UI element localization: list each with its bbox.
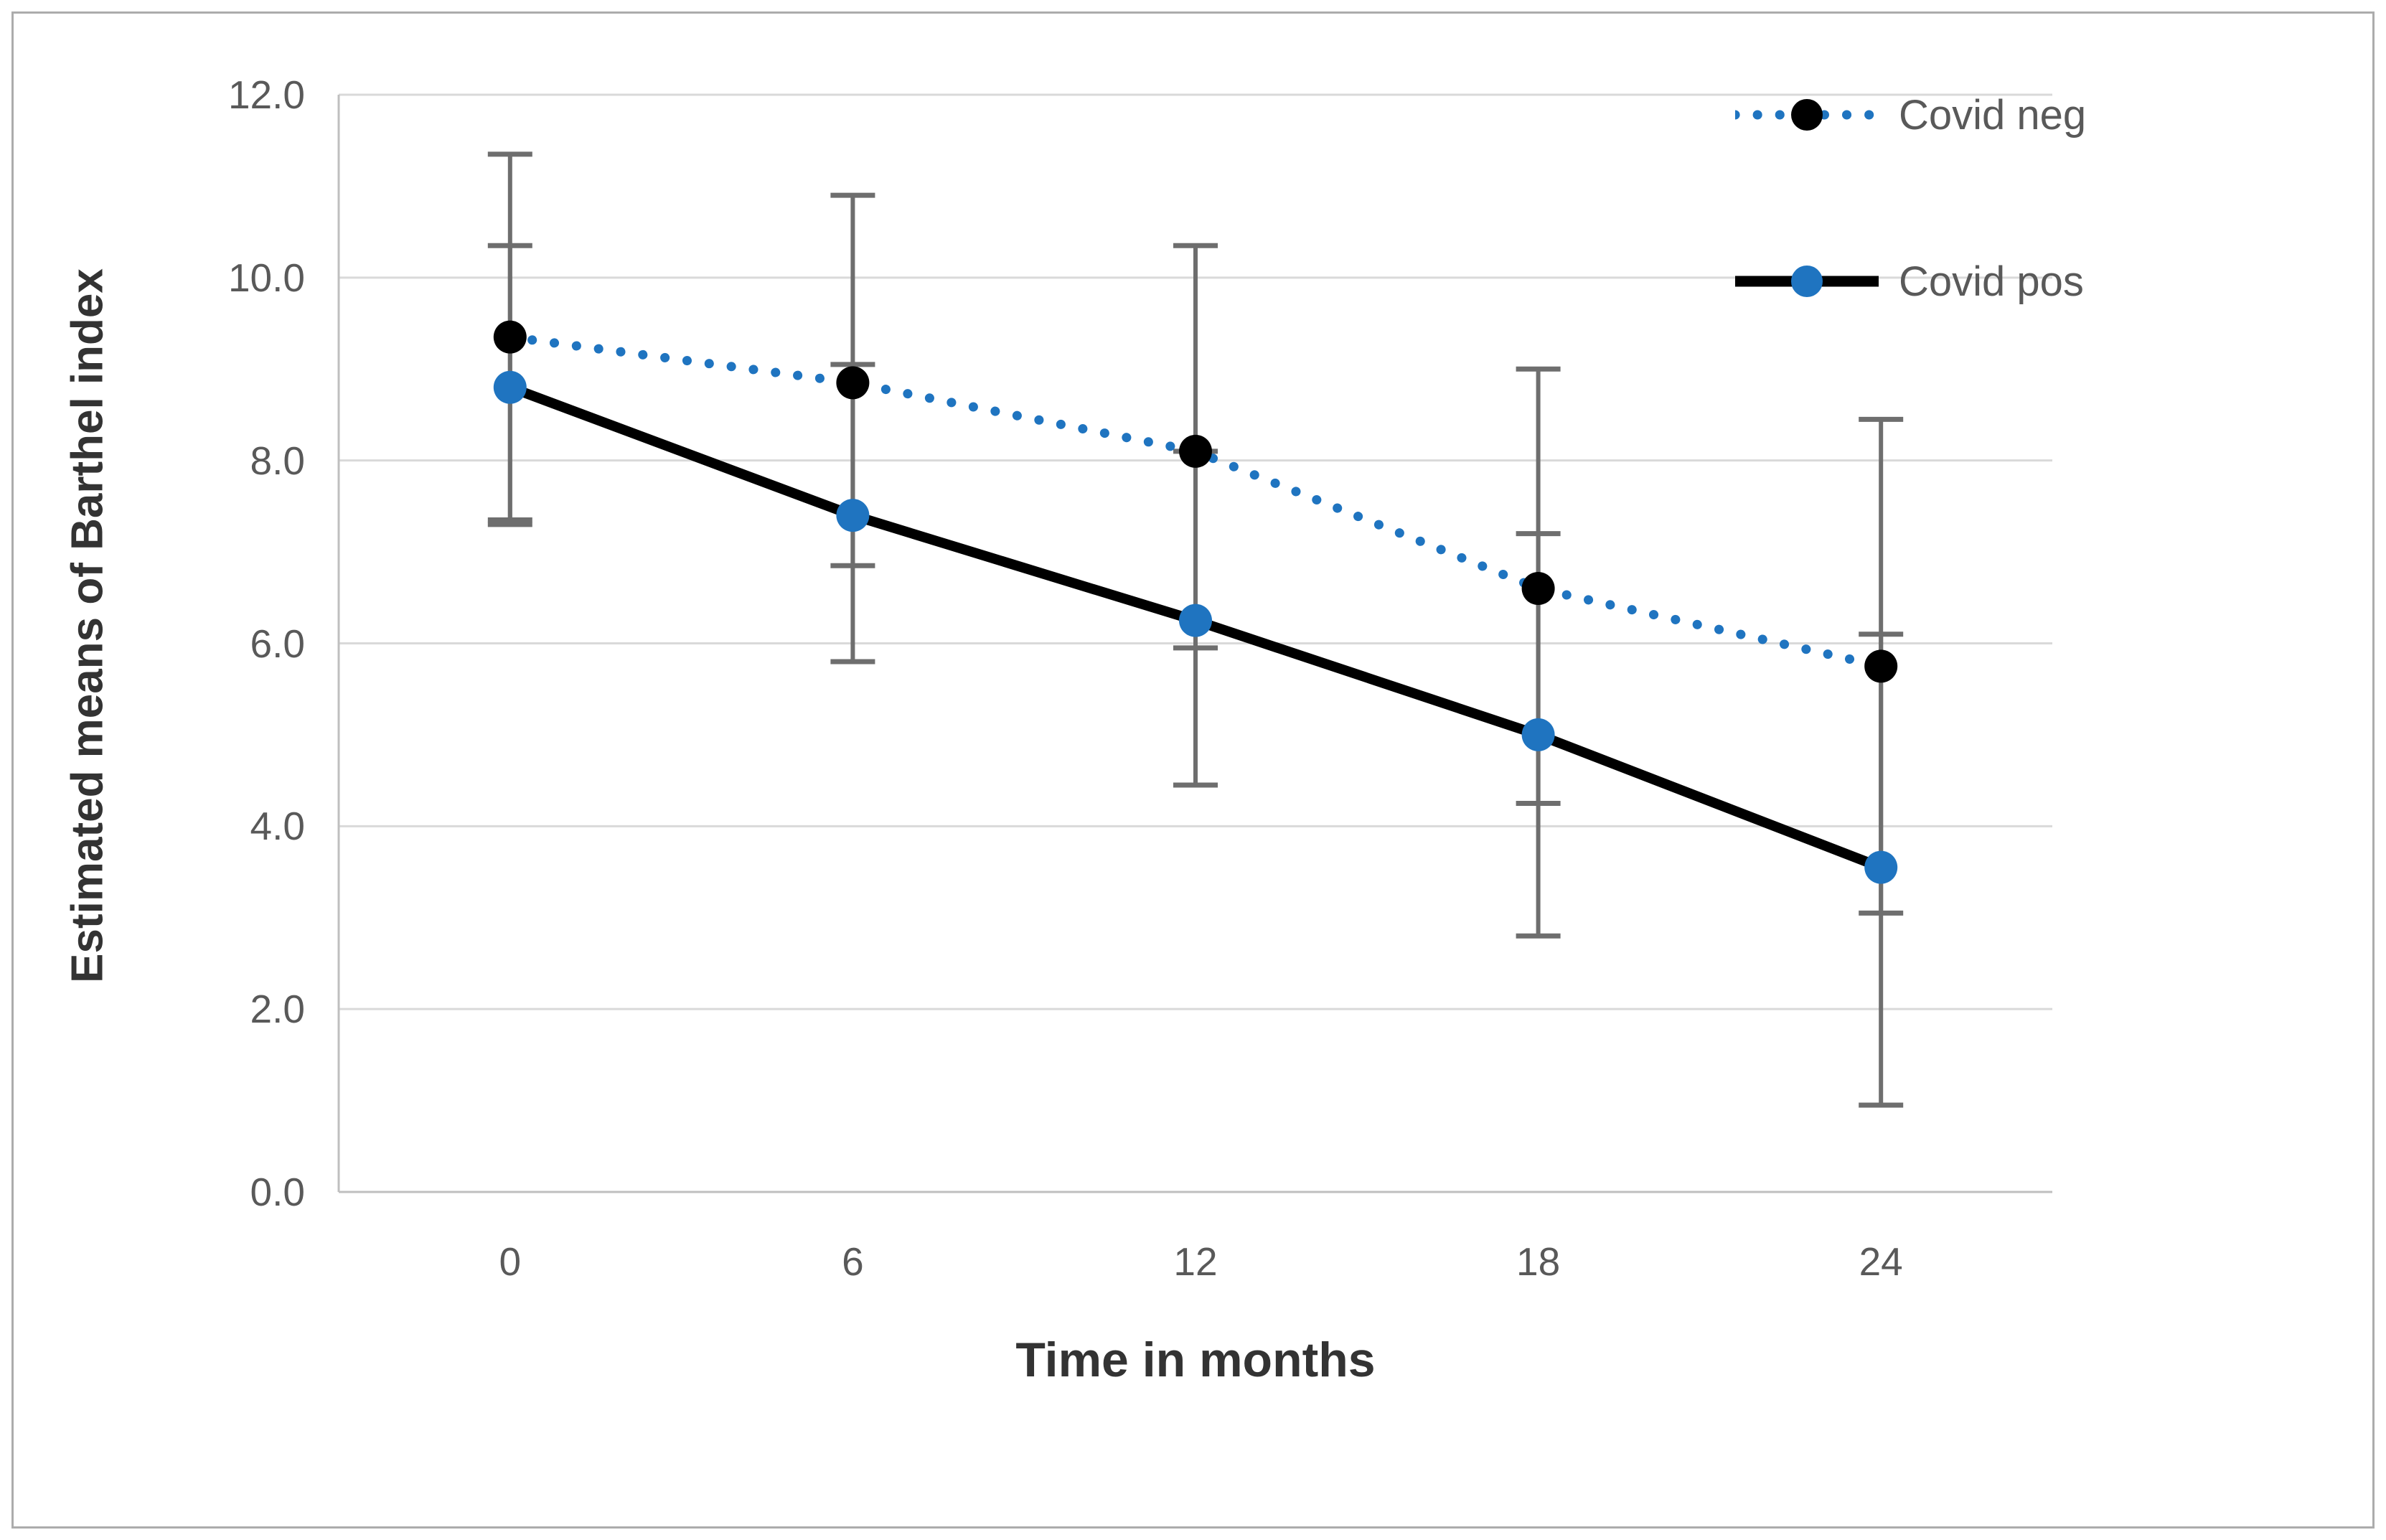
y-tick-label: 10.0 [227, 255, 305, 300]
marker-covid-pos [1864, 850, 1898, 884]
x-tick-label: 18 [1516, 1239, 1561, 1284]
legend-sample-dotted-line-icon [1735, 99, 1879, 131]
y-tick-label: 8.0 [250, 438, 305, 483]
x-axis-title: Time in months [1015, 1333, 1376, 1387]
legend-label: Covid neg [1899, 91, 2087, 138]
legend-marker-sample [1791, 99, 1823, 131]
legend-item-covid-neg: Covid neg [1735, 86, 2086, 144]
x-tick-label: 24 [1859, 1239, 1903, 1284]
legend-sample-solid-line-icon [1735, 266, 1879, 297]
y-tick-label: 6.0 [250, 621, 305, 666]
marker-covid-neg [1179, 434, 1212, 468]
y-tick-label: 4.0 [250, 804, 305, 849]
legend-item-covid-pos: Covid pos [1735, 253, 2086, 310]
y-tick-label: 2.0 [250, 987, 305, 1032]
marker-covid-pos [836, 499, 870, 532]
y-tick-label: 12.0 [227, 72, 305, 117]
legend-marker-sample [1791, 266, 1823, 297]
marker-covid-pos [493, 370, 527, 404]
y-tick-label: 0.0 [250, 1170, 305, 1214]
marker-covid-neg [493, 320, 527, 354]
marker-covid-pos [1521, 718, 1555, 751]
legend: Covid neg Covid pos [1735, 86, 2086, 310]
x-tick-label: 6 [842, 1239, 864, 1284]
x-tick-label: 0 [499, 1239, 522, 1284]
y-axis-title: Estimated means of Barthel index [62, 268, 113, 983]
marker-covid-pos [1179, 604, 1212, 637]
marker-covid-neg [1521, 572, 1555, 606]
marker-covid-neg [836, 366, 870, 400]
marker-covid-neg [1864, 649, 1898, 683]
x-tick-label: 12 [1173, 1239, 1218, 1284]
legend-label: Covid pos [1899, 258, 2084, 305]
